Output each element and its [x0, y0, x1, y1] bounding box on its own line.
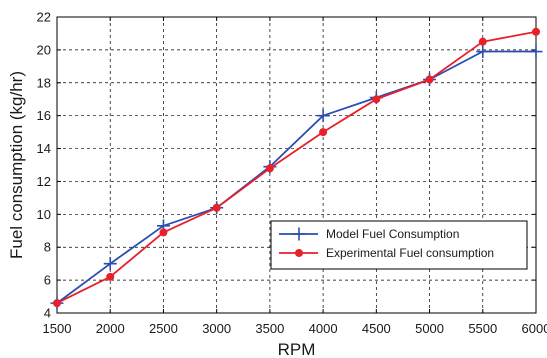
- axis-ticks: [56, 16, 537, 314]
- y-tick-label: 6: [44, 273, 51, 288]
- model-data-point: [529, 45, 543, 59]
- experimental-data-point: [265, 164, 274, 173]
- x-axis-title: RPM: [278, 340, 316, 358]
- y-tick-label: 22: [37, 10, 51, 25]
- x-tick-label: 4000: [309, 321, 338, 336]
- x-tick-labels: 1500 2000 2500 3000 3500 4000 4500 5000 5500 6000: [43, 321, 547, 336]
- x-tick-label: 2000: [96, 321, 125, 336]
- experimental-data-point: [372, 95, 381, 104]
- experimental-data-point: [319, 128, 328, 137]
- experimental-data-point: [53, 299, 61, 308]
- model-data-point: [316, 109, 330, 123]
- plot-frame: [56, 16, 537, 314]
- legend-model-marker: [292, 227, 306, 241]
- experimental-data-point: [106, 272, 115, 281]
- y-tick-label: 18: [37, 75, 51, 90]
- y-tick-label: 4: [44, 306, 51, 321]
- y-tick-label: 10: [37, 207, 51, 222]
- legend-model-label: Model Fuel Consumption: [326, 227, 459, 241]
- model-data-point: [476, 45, 490, 59]
- legend-experimental-label: Experimental Fuel consumption: [326, 246, 494, 260]
- x-tick-label: 1500: [43, 321, 72, 336]
- y-tick-label: 16: [37, 108, 51, 123]
- series-group: [50, 27, 543, 310]
- experimental-data-point: [212, 203, 221, 212]
- legend-experimental-marker: [295, 249, 303, 257]
- y-axis-title: Fuel consumption (kg/hr): [7, 71, 26, 259]
- y-tick-label: 12: [37, 174, 51, 189]
- experimental-data-point: [425, 75, 434, 84]
- y-tick-label: 20: [37, 42, 51, 57]
- x-tick-label: 2500: [149, 321, 178, 336]
- x-tick-label: 6000: [522, 321, 547, 336]
- y-tick-labels: 4 6 8 10 12 14 16 18 20 22: [37, 10, 51, 321]
- legend: Model Fuel Consumption Experimental Fuel…: [270, 220, 528, 270]
- model-data-point: [103, 257, 117, 271]
- model-series-line: [56, 50, 536, 304]
- experimental-data-point: [478, 37, 487, 46]
- x-tick-label: 3500: [255, 321, 284, 336]
- experimental-series-line: [56, 30, 537, 304]
- x-tick-label: 5500: [468, 321, 497, 336]
- x-tick-label: 5000: [415, 321, 444, 336]
- experimental-data-point: [532, 27, 540, 36]
- x-tick-label: 4500: [362, 321, 391, 336]
- x-tick-label: 3000: [202, 321, 231, 336]
- y-tick-label: 14: [37, 141, 51, 156]
- y-tick-label: 8: [44, 240, 51, 255]
- experimental-data-point: [159, 228, 168, 237]
- legend-box: [270, 220, 528, 270]
